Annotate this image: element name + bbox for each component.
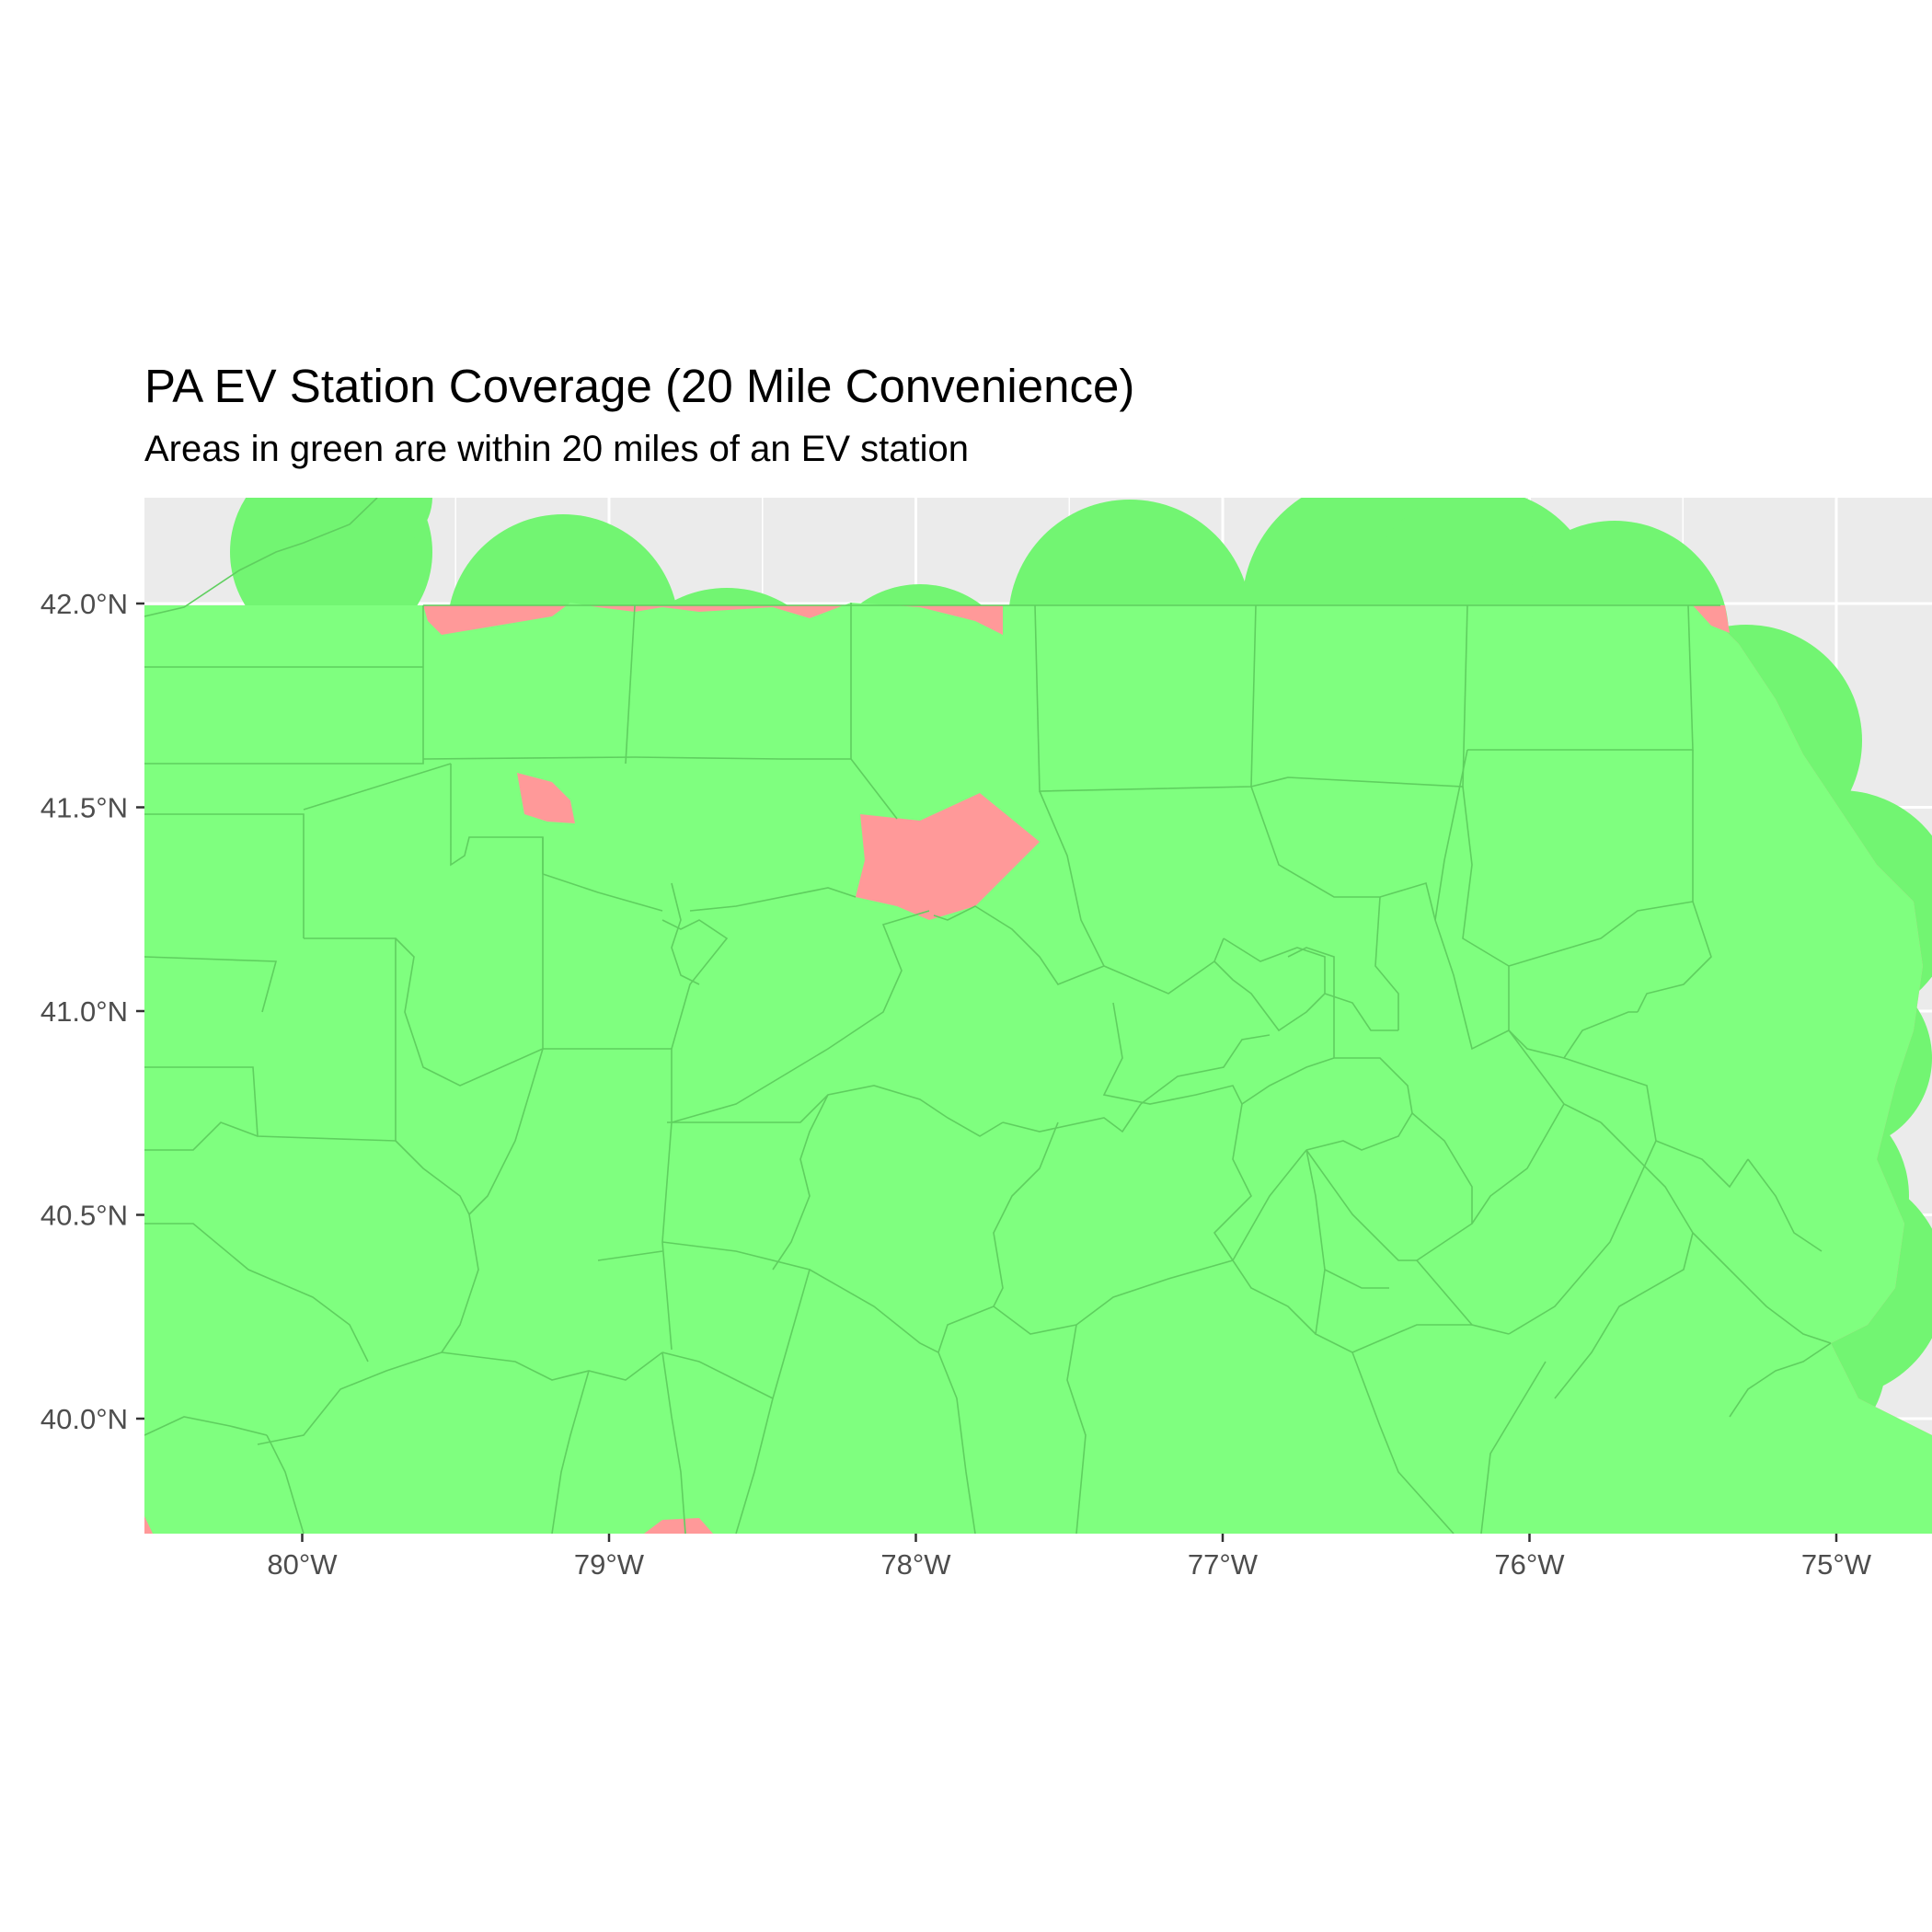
x-tick-label: 77°W <box>1188 1548 1259 1581</box>
x-tick-label: 76°W <box>1494 1548 1565 1581</box>
y-tick-label: 41.0°N <box>40 995 128 1028</box>
y-axis: 40.0°N 40.5°N 41.0°N 41.5°N 42.0°N <box>40 588 144 1435</box>
y-tick-label: 41.5°N <box>40 792 128 824</box>
uncovered-area-west <box>517 773 575 823</box>
lake-erie-shoreline <box>144 498 378 617</box>
state-covered-area <box>144 603 1932 1534</box>
plot-subtitle: Areas in green are within 20 miles of an… <box>144 429 970 469</box>
uncovered-area-northeast <box>1693 605 1730 633</box>
county-boundaries <box>144 603 1832 1534</box>
x-axis: 80°W 79°W 78°W 77°W 76°W 75°W <box>267 1534 1872 1581</box>
buffer-circle <box>322 498 432 552</box>
uncovered-area-southwest <box>144 1516 153 1534</box>
y-tick-label: 40.0°N <box>40 1403 128 1435</box>
uncovered-area-south <box>644 1518 713 1534</box>
y-tick-label: 42.0°N <box>40 588 128 620</box>
y-tick-label: 40.5°N <box>40 1200 128 1232</box>
x-tick-label: 79°W <box>574 1548 645 1581</box>
coverage-layer <box>144 498 1932 1534</box>
plot-title: PA EV Station Coverage (20 Mile Convenie… <box>144 360 1135 412</box>
x-tick-label: 80°W <box>267 1548 338 1581</box>
uncovered-area-north-central <box>856 793 1040 920</box>
x-tick-label: 75°W <box>1801 1548 1872 1581</box>
x-tick-label: 78°W <box>880 1548 951 1581</box>
